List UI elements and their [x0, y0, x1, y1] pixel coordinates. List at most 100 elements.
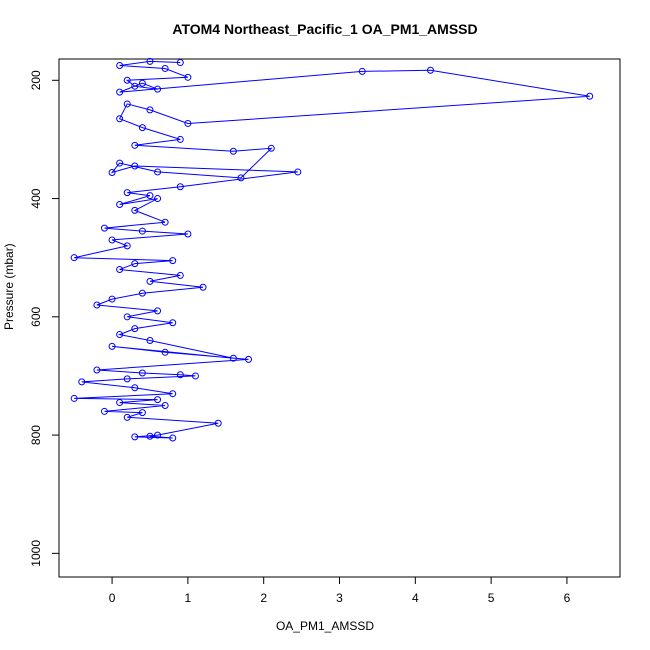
- data-point: [154, 85, 162, 93]
- data-point: [161, 402, 169, 410]
- data-point: [199, 283, 207, 291]
- x-tick-label: 3: [336, 591, 343, 605]
- data-point: [161, 348, 169, 356]
- data-point: [214, 419, 222, 427]
- data-point: [123, 100, 131, 108]
- data-point: [176, 135, 184, 143]
- data-point: [169, 434, 177, 442]
- data-point: [131, 260, 139, 268]
- data-point: [131, 206, 139, 214]
- chart-title: ATOM4 Northeast_Pacific_1 OA_PM1_AMSSD: [172, 21, 478, 37]
- data-point: [123, 189, 131, 197]
- y-tick-label: 200: [29, 70, 43, 90]
- data-point: [138, 369, 146, 377]
- y-tick-label: 800: [29, 425, 43, 445]
- data-point: [154, 168, 162, 176]
- data-point: [138, 79, 146, 87]
- data-point: [123, 242, 131, 250]
- data-point: [78, 378, 86, 386]
- data-point: [108, 169, 116, 177]
- data-point: [184, 230, 192, 238]
- data-point: [161, 218, 169, 226]
- data-point: [154, 431, 162, 439]
- data-point: [176, 59, 184, 67]
- y-tick-label: 600: [29, 306, 43, 326]
- data-point: [358, 67, 366, 75]
- data-point: [184, 73, 192, 81]
- y-axis: 200 400 600 800 1000: [29, 70, 60, 567]
- data-point: [169, 257, 177, 265]
- data-point: [154, 307, 162, 315]
- data-point: [176, 271, 184, 279]
- data-point: [116, 88, 124, 96]
- data-point: [267, 144, 275, 152]
- data-point: [191, 372, 199, 380]
- data-point: [108, 342, 116, 350]
- data-point: [116, 399, 124, 407]
- data-point: [161, 64, 169, 72]
- data-point: [184, 119, 192, 127]
- data-point: [116, 200, 124, 208]
- data-point: [237, 174, 245, 182]
- data-point: [146, 277, 154, 285]
- data-point: [586, 92, 594, 100]
- x-tick-label: 4: [412, 591, 419, 605]
- data-point: [108, 236, 116, 244]
- data-point: [100, 224, 108, 232]
- data-point: [146, 336, 154, 344]
- data-point: [131, 433, 139, 441]
- data-point: [131, 384, 139, 392]
- y-tick-label: 1000: [29, 540, 43, 567]
- data-point: [146, 57, 154, 65]
- data-point: [138, 409, 146, 417]
- data-point: [146, 432, 154, 440]
- data-point: [154, 396, 162, 404]
- x-tick-label: 2: [260, 591, 267, 605]
- data-point: [116, 115, 124, 123]
- data-point: [146, 192, 154, 200]
- data-point: [93, 301, 101, 309]
- data-point: [169, 319, 177, 327]
- data-point: [100, 407, 108, 415]
- data-point: [294, 168, 302, 176]
- data-point: [131, 162, 139, 170]
- data-point: [70, 254, 78, 262]
- x-tick-label: 0: [109, 591, 116, 605]
- data-point: [176, 183, 184, 191]
- x-tick-label: 6: [564, 591, 571, 605]
- y-tick-label: 400: [29, 188, 43, 208]
- series-line: [74, 60, 590, 439]
- data-point: [116, 266, 124, 274]
- x-axis: 0 1 2 3 4 5 6: [109, 576, 571, 605]
- data-point: [146, 106, 154, 114]
- data-point: [131, 82, 139, 90]
- plot-frame: [58, 58, 621, 578]
- x-axis-label: OA_PM1_AMSSD: [275, 619, 375, 633]
- data-point: [116, 331, 124, 339]
- data-point: [116, 62, 124, 70]
- data-point: [123, 375, 131, 383]
- data-point: [229, 147, 237, 155]
- data-point: [131, 141, 139, 149]
- data-point: [154, 195, 162, 203]
- x-tick-label: 5: [488, 591, 495, 605]
- data-point: [176, 371, 184, 379]
- data-point: [123, 413, 131, 421]
- data-point: [93, 366, 101, 374]
- data-point: [138, 289, 146, 297]
- data-point: [169, 390, 177, 398]
- data-point: [426, 66, 434, 74]
- data-point: [108, 295, 116, 303]
- data-point: [229, 354, 237, 362]
- data-point: [138, 227, 146, 235]
- x-tick-label: 1: [185, 591, 192, 605]
- data-point: [123, 76, 131, 84]
- data-point: [245, 355, 253, 363]
- data-point: [70, 394, 78, 402]
- data-point: [116, 159, 124, 167]
- series-layer: [70, 57, 594, 442]
- data-point: [131, 325, 139, 333]
- data-point: [138, 124, 146, 132]
